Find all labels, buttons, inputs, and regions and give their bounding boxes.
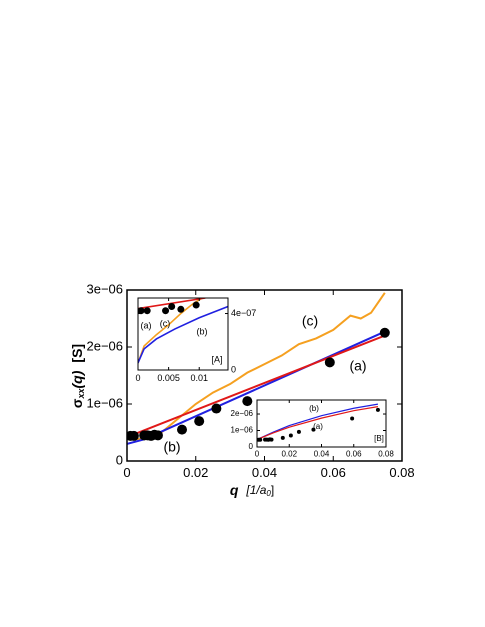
curve-label: (a) xyxy=(141,320,152,330)
data-point xyxy=(311,427,316,432)
data-point xyxy=(211,403,222,414)
curve-label: (c) xyxy=(302,313,318,329)
x-tick-label: 0 xyxy=(135,373,140,383)
data-point xyxy=(152,430,163,441)
data-point xyxy=(288,433,293,438)
curve-label: [B] xyxy=(374,434,384,443)
y-label-unit: [S] xyxy=(69,344,85,363)
curve-label: (a) xyxy=(313,422,323,431)
y-label-arg: (q) xyxy=(69,370,85,388)
y-tick-label: 4e−07 xyxy=(231,308,256,318)
data-point xyxy=(128,430,139,441)
x-label-sub: 0 xyxy=(266,489,271,498)
data-point xyxy=(269,437,274,442)
x-tick-label: 0.08 xyxy=(378,450,394,459)
y-tick-label: 2e−06 xyxy=(86,338,123,353)
plot-area xyxy=(138,298,228,364)
data-line xyxy=(257,406,379,441)
data-line xyxy=(127,292,386,441)
x-axis-label: q [1/a0] xyxy=(230,482,274,498)
curve-label: (b) xyxy=(163,439,180,455)
curve-label: (a) xyxy=(349,358,366,374)
data-point xyxy=(177,305,185,313)
axes-frame xyxy=(137,297,229,371)
curve-label: (b) xyxy=(197,326,208,336)
data-point xyxy=(138,307,145,315)
y-tick-label: 1e−06 xyxy=(231,426,254,435)
x-tick-label: 0 xyxy=(123,465,130,480)
x-tick-label: 0.02 xyxy=(281,450,297,459)
y-tick-label: 3e−06 xyxy=(86,281,123,296)
data-line xyxy=(138,305,228,364)
x-tick-label: 0.005 xyxy=(157,373,180,383)
x-tick-label: 0.01 xyxy=(190,373,208,383)
x-tick-label: 0.04 xyxy=(252,465,277,480)
y-tick-label: 1e−06 xyxy=(86,395,123,410)
y-tick-label: 2e−06 xyxy=(231,409,254,418)
data-point xyxy=(192,301,200,309)
curve-label: (b) xyxy=(309,404,319,413)
curve-label: [A] xyxy=(211,354,222,364)
data-point xyxy=(194,416,205,427)
data-point xyxy=(296,429,301,434)
y-label-symbol: σ xyxy=(69,398,85,408)
y-axis-label: σxx(q) [S] xyxy=(69,344,87,408)
x-label-symbol: q xyxy=(230,482,239,498)
plot-area xyxy=(257,403,380,442)
y-tick-label: 0 xyxy=(249,442,254,451)
y-tick-label: 0 xyxy=(116,452,123,467)
y-label-sub: xx xyxy=(76,387,86,399)
data-point xyxy=(379,327,390,338)
curve-label: (c) xyxy=(160,318,171,328)
data-point xyxy=(168,302,176,310)
x-tick-label: 0 xyxy=(255,450,260,459)
data-point xyxy=(280,435,285,440)
x-tick-label: 0.06 xyxy=(346,450,362,459)
x-label-close: ] xyxy=(271,483,274,497)
data-point xyxy=(258,437,263,442)
data-point xyxy=(177,424,187,435)
x-label-unit: [1/a xyxy=(245,483,266,497)
y-tick-label: 0 xyxy=(231,364,236,374)
data-line xyxy=(127,334,386,438)
data-point xyxy=(350,416,355,421)
data-point xyxy=(242,396,253,407)
data-point xyxy=(162,307,170,315)
x-tick-label: 0.02 xyxy=(183,465,208,480)
data-line xyxy=(257,403,379,441)
data-point xyxy=(143,307,151,315)
x-tick-label: 0.06 xyxy=(321,465,346,480)
x-tick-label: 0.08 xyxy=(389,465,414,480)
data-point xyxy=(324,357,335,368)
plot-area xyxy=(127,292,390,445)
data-point xyxy=(375,407,380,412)
inset-background xyxy=(257,400,386,447)
x-tick-label: 0.04 xyxy=(314,450,330,459)
